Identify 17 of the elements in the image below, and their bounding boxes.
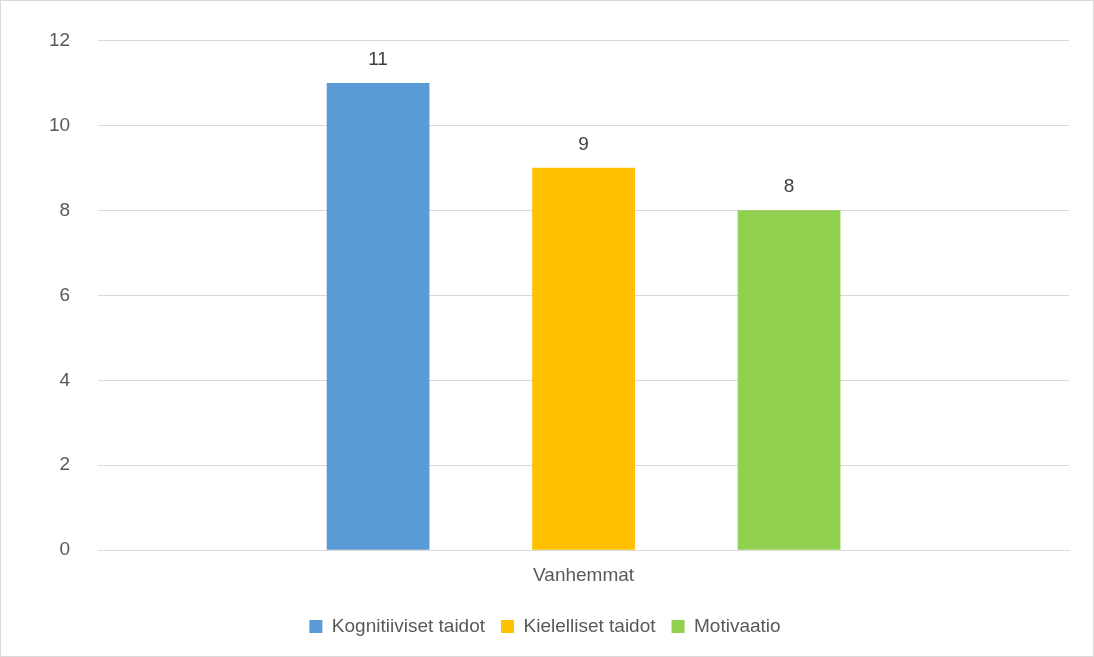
data-label: 8 bbox=[783, 175, 795, 197]
legend-label: Kognitiiviset taidot bbox=[331, 614, 486, 636]
y-tick-label: 12 bbox=[48, 28, 71, 50]
y-tick-label: 6 bbox=[59, 283, 71, 305]
x-tick-label: Vanhemmat bbox=[533, 563, 635, 585]
bar bbox=[737, 210, 841, 550]
y-tick-label: 2 bbox=[59, 453, 71, 475]
y-tick-label: 10 bbox=[48, 113, 71, 135]
bar bbox=[326, 82, 430, 550]
y-tick-label: 8 bbox=[59, 198, 71, 220]
data-label: 9 bbox=[578, 132, 589, 154]
legend-label: Kielelliset taidot bbox=[523, 614, 657, 636]
data-label: 11 bbox=[368, 47, 388, 69]
legend-label: Motivaatio bbox=[694, 614, 781, 636]
bar bbox=[532, 167, 635, 550]
y-tick-label: 4 bbox=[59, 368, 71, 390]
y-tick-label: 0 bbox=[59, 538, 71, 560]
